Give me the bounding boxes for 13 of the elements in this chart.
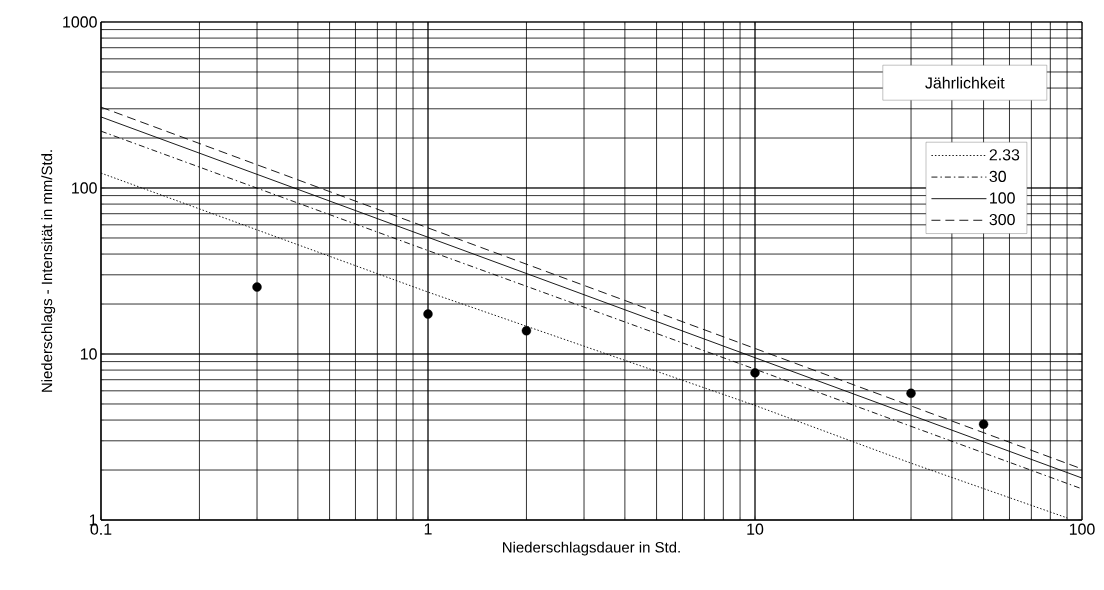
legend-title: Jährlichkeit <box>925 76 1005 89</box>
legend-label: 30 <box>989 170 1006 183</box>
x-tick-label: 10 <box>747 523 764 535</box>
legend-label: 2.33 <box>989 149 1020 161</box>
x-tick-label: 100 <box>1069 523 1095 535</box>
y-tick-label: 10 <box>80 348 97 360</box>
legend-label: 100 <box>990 192 1015 204</box>
x-tick-label: 1 <box>424 523 432 535</box>
y-tick-label: 100 <box>72 182 97 194</box>
legend-label: 300 <box>989 213 1015 226</box>
y-tick-label: 1000 <box>63 16 97 28</box>
y-axis-title: Niederschlags - Intensität in mm/Std. <box>41 150 56 392</box>
x-axis-title: Niederschlagsdauer in Std. <box>503 541 680 556</box>
